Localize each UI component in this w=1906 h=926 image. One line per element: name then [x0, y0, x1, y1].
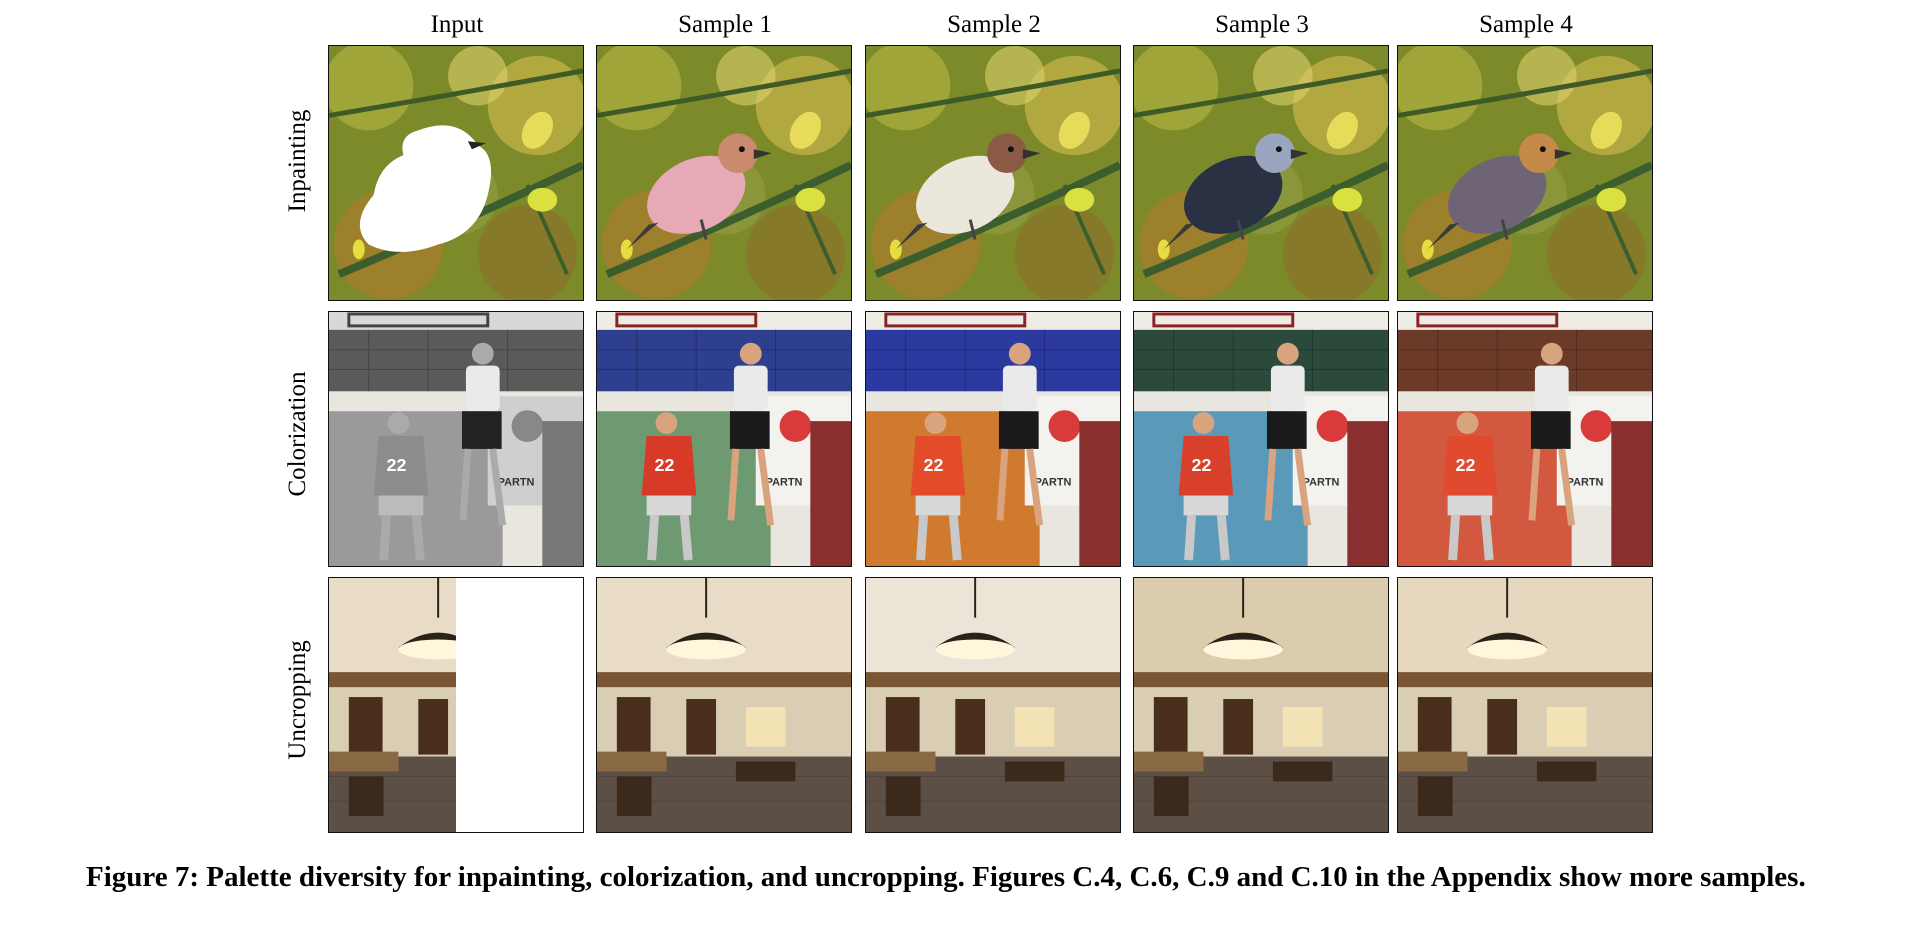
inpainting-sample-4-image [1397, 45, 1653, 301]
figure-caption: Figure 7: Palette diversity for inpainti… [86, 861, 1806, 893]
uncropping-sample-1-image [596, 577, 852, 833]
colorization-sample-1-image: PARTN 22 [596, 311, 852, 567]
column-header-sample-4: Sample 4 [1479, 11, 1573, 38]
uncropping-sample-2-image [865, 577, 1121, 833]
svg-text:22: 22 [924, 455, 944, 475]
svg-text:PARTN: PARTN [1035, 477, 1072, 489]
inpainting-sample-1-image [596, 45, 852, 301]
column-header-sample-3: Sample 3 [1215, 11, 1309, 38]
colorization-sample-4-image: PARTN 22 [1397, 311, 1653, 567]
colorization-input-image: PARTN 22 [328, 311, 584, 567]
column-header-sample-1: Sample 1 [678, 11, 772, 38]
colorization-sample-3-image: PARTN 22 [1133, 311, 1389, 567]
svg-text:PARTN: PARTN [766, 477, 803, 489]
svg-text:22: 22 [655, 455, 675, 475]
uncropping-sample-3-image [1133, 577, 1389, 833]
uncropping-input-image [328, 577, 584, 833]
svg-text:22: 22 [1192, 455, 1212, 475]
colorization-sample-2-image: PARTN 22 [865, 311, 1121, 567]
svg-text:PARTN: PARTN [498, 477, 535, 489]
svg-text:PARTN: PARTN [1303, 477, 1340, 489]
inpainting-input-image [328, 45, 584, 301]
uncropping-sample-4-image [1397, 577, 1653, 833]
column-header-sample-2: Sample 2 [947, 11, 1041, 38]
column-header-input: Input [430, 11, 484, 38]
svg-text:22: 22 [1456, 455, 1476, 475]
svg-text:22: 22 [387, 455, 407, 475]
inpainting-sample-2-image [865, 45, 1121, 301]
svg-text:PARTN: PARTN [1567, 477, 1604, 489]
inpainting-sample-3-image [1133, 45, 1389, 301]
